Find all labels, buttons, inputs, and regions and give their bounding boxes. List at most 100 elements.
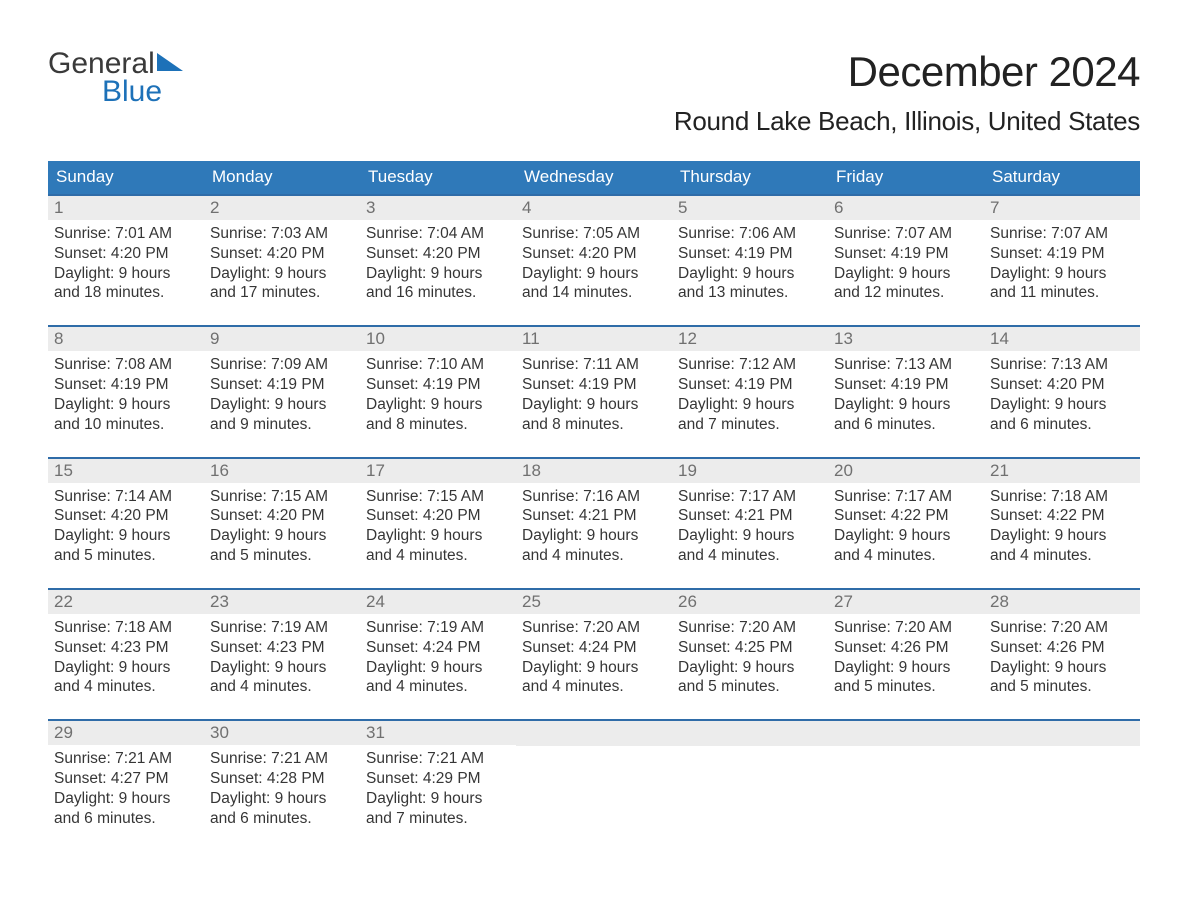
day-cell: 2Sunrise: 7:03 AMSunset: 4:20 PMDaylight… [204, 196, 360, 303]
sunrise-line: Sunrise: 7:03 AM [210, 224, 354, 244]
day-cell: 1Sunrise: 7:01 AMSunset: 4:20 PMDaylight… [48, 196, 204, 303]
daylight-line-1: Daylight: 9 hours [678, 395, 822, 415]
day-number: 9 [204, 327, 360, 351]
daylight-line-1: Daylight: 9 hours [678, 526, 822, 546]
sunset-line: Sunset: 4:20 PM [990, 375, 1134, 395]
dow-thursday: Thursday [672, 161, 828, 194]
day-text: Sunrise: 7:06 AMSunset: 4:19 PMDaylight:… [672, 220, 828, 303]
day-cell: 11Sunrise: 7:11 AMSunset: 4:19 PMDayligh… [516, 327, 672, 434]
day-number: 13 [828, 327, 984, 351]
sunrise-line: Sunrise: 7:20 AM [678, 618, 822, 638]
daylight-line-2: and 4 minutes. [366, 677, 510, 697]
day-text: Sunrise: 7:03 AMSunset: 4:20 PMDaylight:… [204, 220, 360, 303]
day-text: Sunrise: 7:20 AMSunset: 4:26 PMDaylight:… [984, 614, 1140, 697]
sunset-line: Sunset: 4:19 PM [210, 375, 354, 395]
daylight-line-2: and 9 minutes. [210, 415, 354, 435]
day-text: Sunrise: 7:20 AMSunset: 4:24 PMDaylight:… [516, 614, 672, 697]
day-number [984, 721, 1140, 746]
sunrise-line: Sunrise: 7:19 AM [366, 618, 510, 638]
day-cell: 9Sunrise: 7:09 AMSunset: 4:19 PMDaylight… [204, 327, 360, 434]
day-cell: 21Sunrise: 7:18 AMSunset: 4:22 PMDayligh… [984, 459, 1140, 566]
daylight-line-1: Daylight: 9 hours [210, 395, 354, 415]
day-number: 31 [360, 721, 516, 745]
daylight-line-2: and 4 minutes. [834, 546, 978, 566]
day-text: Sunrise: 7:21 AMSunset: 4:28 PMDaylight:… [204, 745, 360, 828]
weeks: 1Sunrise: 7:01 AMSunset: 4:20 PMDaylight… [48, 194, 1140, 829]
sunset-line: Sunset: 4:20 PM [210, 244, 354, 264]
daylight-line-1: Daylight: 9 hours [990, 264, 1134, 284]
day-text: Sunrise: 7:13 AMSunset: 4:20 PMDaylight:… [984, 351, 1140, 434]
daylight-line-2: and 4 minutes. [210, 677, 354, 697]
sunrise-line: Sunrise: 7:18 AM [54, 618, 198, 638]
day-number: 6 [828, 196, 984, 220]
day-cell [516, 721, 672, 828]
daylight-line-1: Daylight: 9 hours [990, 395, 1134, 415]
daylight-line-2: and 17 minutes. [210, 283, 354, 303]
sunrise-line: Sunrise: 7:21 AM [54, 749, 198, 769]
sunrise-line: Sunrise: 7:13 AM [990, 355, 1134, 375]
day-cell [828, 721, 984, 828]
day-number: 17 [360, 459, 516, 483]
day-text: Sunrise: 7:21 AMSunset: 4:29 PMDaylight:… [360, 745, 516, 828]
sunset-line: Sunset: 4:25 PM [678, 638, 822, 658]
day-number: 19 [672, 459, 828, 483]
daylight-line-1: Daylight: 9 hours [522, 264, 666, 284]
day-number [516, 721, 672, 746]
day-cell: 3Sunrise: 7:04 AMSunset: 4:20 PMDaylight… [360, 196, 516, 303]
daylight-line-1: Daylight: 9 hours [366, 264, 510, 284]
day-text: Sunrise: 7:21 AMSunset: 4:27 PMDaylight:… [48, 745, 204, 828]
sunset-line: Sunset: 4:22 PM [990, 506, 1134, 526]
daylight-line-1: Daylight: 9 hours [210, 789, 354, 809]
day-cell: 26Sunrise: 7:20 AMSunset: 4:25 PMDayligh… [672, 590, 828, 697]
daylight-line-2: and 4 minutes. [522, 546, 666, 566]
day-number [672, 721, 828, 746]
day-number [828, 721, 984, 746]
sunset-line: Sunset: 4:21 PM [522, 506, 666, 526]
sunrise-line: Sunrise: 7:20 AM [834, 618, 978, 638]
sunrise-line: Sunrise: 7:17 AM [834, 487, 978, 507]
dow-tuesday: Tuesday [360, 161, 516, 194]
day-text: Sunrise: 7:14 AMSunset: 4:20 PMDaylight:… [48, 483, 204, 566]
day-cell [672, 721, 828, 828]
daylight-line-2: and 10 minutes. [54, 415, 198, 435]
sunrise-line: Sunrise: 7:21 AM [366, 749, 510, 769]
day-number: 28 [984, 590, 1140, 614]
week-row: 22Sunrise: 7:18 AMSunset: 4:23 PMDayligh… [48, 588, 1140, 697]
daylight-line-2: and 5 minutes. [834, 677, 978, 697]
day-number: 18 [516, 459, 672, 483]
sunset-line: Sunset: 4:20 PM [522, 244, 666, 264]
sunset-line: Sunset: 4:24 PM [522, 638, 666, 658]
sunrise-line: Sunrise: 7:01 AM [54, 224, 198, 244]
day-number: 12 [672, 327, 828, 351]
day-text: Sunrise: 7:15 AMSunset: 4:20 PMDaylight:… [360, 483, 516, 566]
daylight-line-2: and 5 minutes. [678, 677, 822, 697]
sunrise-line: Sunrise: 7:12 AM [678, 355, 822, 375]
day-text: Sunrise: 7:07 AMSunset: 4:19 PMDaylight:… [984, 220, 1140, 303]
sunset-line: Sunset: 4:20 PM [210, 506, 354, 526]
title-block: December 2024 Round Lake Beach, Illinois… [674, 48, 1140, 137]
day-number: 29 [48, 721, 204, 745]
daylight-line-1: Daylight: 9 hours [522, 526, 666, 546]
dow-saturday: Saturday [984, 161, 1140, 194]
day-number: 10 [360, 327, 516, 351]
daylight-line-2: and 4 minutes. [990, 546, 1134, 566]
daylight-line-1: Daylight: 9 hours [366, 789, 510, 809]
week-row: 1Sunrise: 7:01 AMSunset: 4:20 PMDaylight… [48, 194, 1140, 303]
daylight-line-2: and 4 minutes. [678, 546, 822, 566]
dow-row: SundayMondayTuesdayWednesdayThursdayFrid… [48, 161, 1140, 194]
sunrise-line: Sunrise: 7:19 AM [210, 618, 354, 638]
day-cell: 14Sunrise: 7:13 AMSunset: 4:20 PMDayligh… [984, 327, 1140, 434]
sunrise-line: Sunrise: 7:17 AM [678, 487, 822, 507]
dow-wednesday: Wednesday [516, 161, 672, 194]
day-text: Sunrise: 7:12 AMSunset: 4:19 PMDaylight:… [672, 351, 828, 434]
day-cell: 23Sunrise: 7:19 AMSunset: 4:23 PMDayligh… [204, 590, 360, 697]
day-cell: 12Sunrise: 7:12 AMSunset: 4:19 PMDayligh… [672, 327, 828, 434]
day-cell: 29Sunrise: 7:21 AMSunset: 4:27 PMDayligh… [48, 721, 204, 828]
daylight-line-1: Daylight: 9 hours [990, 526, 1134, 546]
sunrise-line: Sunrise: 7:06 AM [678, 224, 822, 244]
day-number: 7 [984, 196, 1140, 220]
daylight-line-2: and 4 minutes. [522, 677, 666, 697]
daylight-line-1: Daylight: 9 hours [210, 526, 354, 546]
day-text: Sunrise: 7:10 AMSunset: 4:19 PMDaylight:… [360, 351, 516, 434]
daylight-line-2: and 8 minutes. [522, 415, 666, 435]
